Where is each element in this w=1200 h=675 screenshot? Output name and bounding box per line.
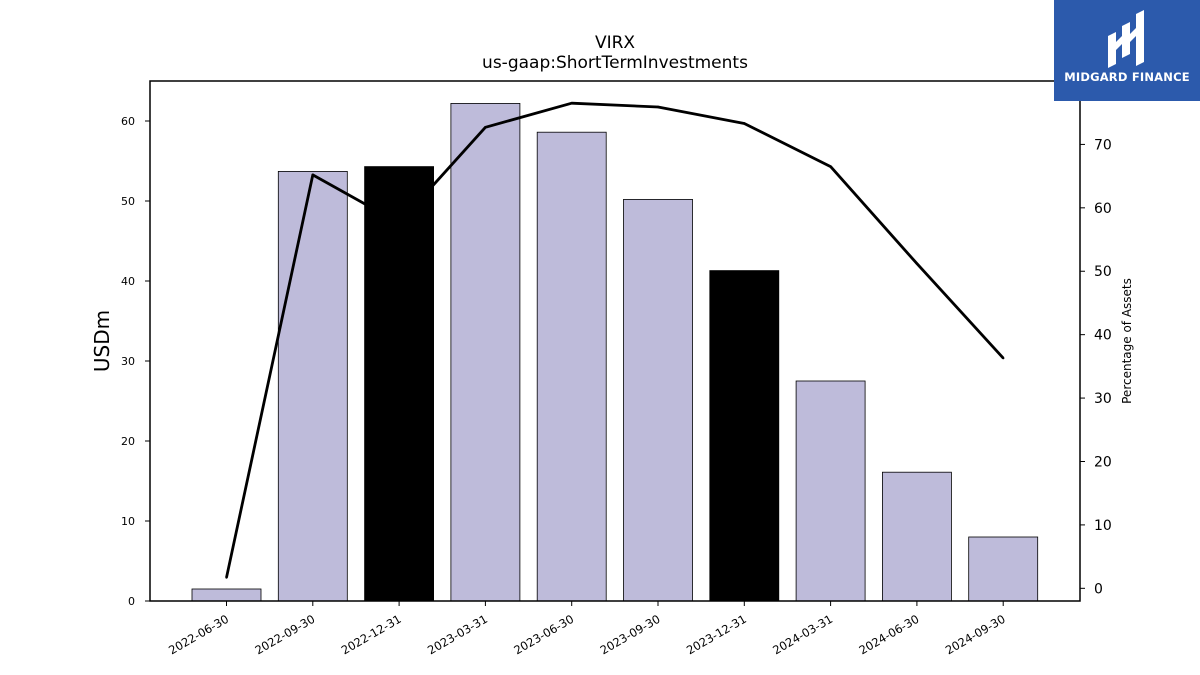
y-axis-label: USDm [90, 310, 114, 372]
y-axis-left: 0 10 20 30 40 50 60 [121, 115, 150, 608]
bar [968, 536, 1039, 602]
bar [882, 471, 952, 602]
line-point [397, 221, 401, 225]
y-axis-right: 0 10 20 30 40 50 60 70 [1080, 137, 1112, 597]
y2-tick-label: 20 [1094, 454, 1112, 470]
y-tick-label: 40 [121, 275, 135, 288]
x-tick-label: 2024-09-30 [943, 612, 1008, 658]
line-point [656, 105, 660, 109]
y-tick-label: 50 [121, 195, 135, 208]
y-tick-label: 20 [121, 435, 135, 448]
y2-tick-label: 0 [1094, 581, 1103, 597]
x-tick-label: 2023-06-30 [511, 612, 576, 658]
chart-title: VIRX [595, 33, 635, 53]
bar-series [191, 103, 1039, 602]
y2-tick-label: 30 [1094, 391, 1112, 407]
logo-mark-icon [1108, 10, 1144, 68]
line-point [829, 165, 832, 168]
y2-axis-label: Percentage of Assets [1120, 278, 1134, 404]
x-tick-label: 2023-03-31 [425, 612, 490, 658]
chart-subtitle: us-gaap:ShortTermInvestments [482, 53, 748, 73]
plot-frame [149, 80, 1081, 602]
logo-text: MIDGARD FINANCE [1064, 70, 1190, 84]
bar [623, 198, 693, 602]
line-point [225, 576, 228, 579]
bar [795, 380, 866, 602]
bar [364, 166, 435, 602]
bar [450, 103, 521, 602]
bar [709, 270, 780, 602]
line-series [225, 101, 1005, 579]
x-tick-label: 2022-09-30 [252, 612, 317, 658]
line-point [570, 101, 573, 105]
y-tick-label: 10 [121, 515, 135, 528]
y2-tick-label: 60 [1094, 201, 1112, 217]
bar [277, 170, 348, 602]
line-point [1002, 356, 1005, 360]
y2-tick-label: 10 [1094, 518, 1112, 534]
x-tick-label: 2022-06-30 [166, 612, 231, 658]
x-tick-label: 2023-09-30 [598, 612, 663, 658]
y-tick-label: 60 [121, 115, 135, 128]
y-tick-label: 0 [128, 595, 135, 608]
brand-logo: MIDGARD FINANCE [1054, 0, 1200, 101]
line-point [743, 122, 746, 125]
x-tick-label: 2023-12-31 [684, 612, 749, 658]
bar [536, 131, 607, 602]
y2-tick-label: 50 [1094, 264, 1112, 280]
y-tick-label: 30 [121, 355, 135, 368]
bar [191, 588, 262, 602]
line-point [311, 173, 314, 177]
y2-tick-label: 40 [1094, 328, 1112, 344]
x-tick-label: 2024-06-30 [857, 612, 922, 658]
line-point [484, 126, 487, 129]
y2-tick-label: 70 [1094, 137, 1112, 153]
line-point [915, 262, 919, 265]
x-axis: 2022-06-30 2022-09-30 2022-12-31 2023-03-31… [166, 601, 1008, 657]
x-tick-label: 2024-03-31 [770, 612, 835, 658]
x-tick-label: 2022-12-31 [339, 612, 404, 658]
series-line [225, 101, 1005, 578]
